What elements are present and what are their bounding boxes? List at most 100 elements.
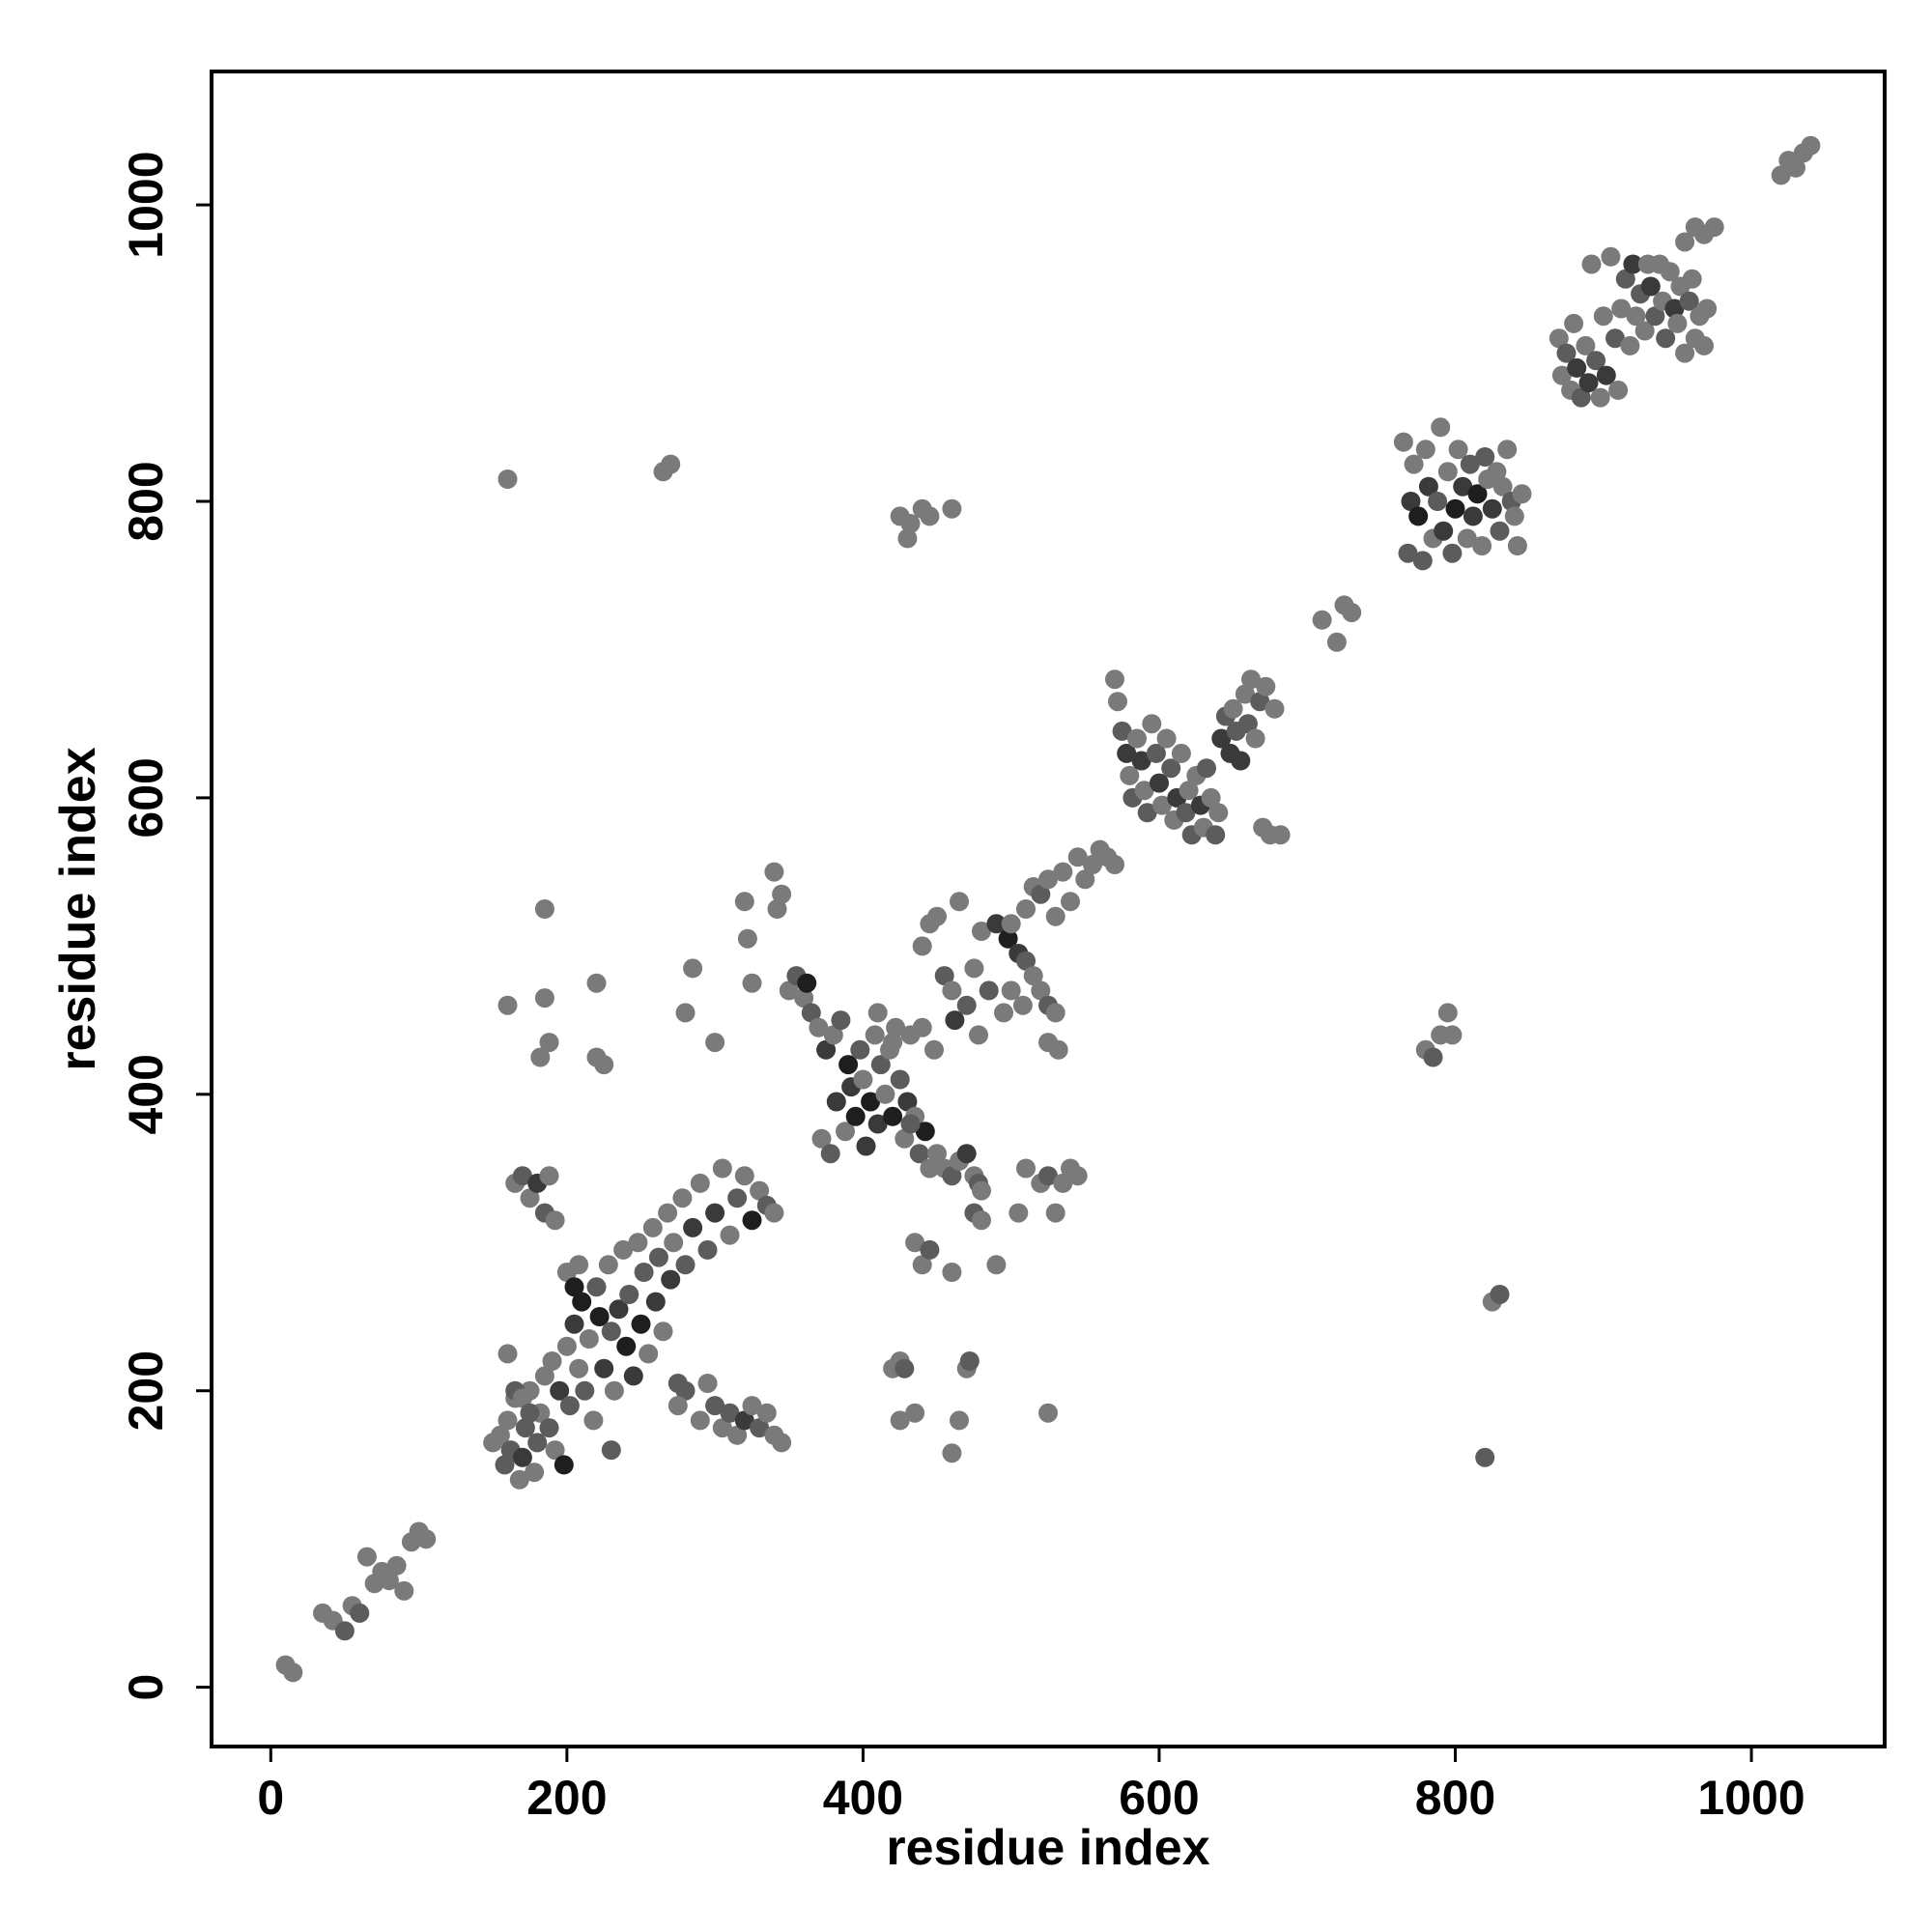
data-point bbox=[512, 1447, 532, 1467]
data-point bbox=[350, 1603, 370, 1623]
data-point bbox=[1571, 387, 1591, 408]
data-point bbox=[920, 506, 940, 526]
y-tick-label: 600 bbox=[119, 757, 173, 838]
data-point bbox=[1131, 751, 1151, 771]
data-point bbox=[915, 1122, 935, 1142]
y-tick-label: 400 bbox=[119, 1054, 173, 1134]
data-point bbox=[979, 980, 999, 1001]
data-point bbox=[998, 928, 1018, 949]
data-point bbox=[604, 1380, 624, 1401]
data-point bbox=[865, 1025, 885, 1045]
data-point bbox=[634, 1263, 654, 1282]
data-point bbox=[545, 1440, 565, 1461]
data-point bbox=[1134, 781, 1154, 801]
data-point bbox=[912, 1255, 932, 1275]
data-point bbox=[950, 892, 969, 912]
data-point bbox=[712, 1418, 732, 1438]
data-point bbox=[861, 1092, 881, 1112]
data-point bbox=[579, 1329, 599, 1349]
data-point bbox=[883, 1033, 903, 1053]
data-point bbox=[900, 1114, 921, 1134]
data-point bbox=[534, 1366, 554, 1386]
data-point bbox=[705, 1203, 725, 1223]
data-point bbox=[1256, 676, 1276, 696]
data-point bbox=[1197, 758, 1216, 779]
data-point bbox=[1075, 869, 1095, 890]
data-point bbox=[867, 1003, 888, 1023]
data-point bbox=[675, 1003, 696, 1023]
data-point bbox=[559, 1396, 580, 1416]
data-point bbox=[737, 928, 757, 949]
data-point bbox=[1448, 440, 1468, 460]
data-point bbox=[956, 995, 977, 1015]
data-point bbox=[1237, 714, 1258, 734]
data-point bbox=[779, 980, 799, 1001]
data-point bbox=[1326, 632, 1347, 652]
data-point bbox=[1608, 380, 1629, 400]
data-point bbox=[750, 1418, 770, 1438]
data-point bbox=[1045, 906, 1065, 926]
data-point bbox=[942, 498, 962, 519]
data-point bbox=[1460, 454, 1480, 474]
data-point bbox=[1660, 262, 1680, 282]
data-point bbox=[1223, 698, 1243, 719]
data-point bbox=[972, 1180, 991, 1201]
data-point bbox=[1590, 387, 1610, 408]
data-point bbox=[734, 1410, 754, 1431]
data-point bbox=[1457, 528, 1477, 549]
data-point bbox=[1623, 254, 1643, 274]
data-point bbox=[1704, 217, 1724, 238]
data-point bbox=[1679, 291, 1699, 311]
data-point bbox=[727, 1188, 748, 1208]
data-point bbox=[334, 1621, 355, 1641]
data-point bbox=[986, 1255, 1007, 1275]
data-point bbox=[1675, 232, 1695, 252]
data-point bbox=[1201, 787, 1221, 808]
data-point bbox=[645, 1292, 666, 1312]
data-point bbox=[1342, 603, 1362, 623]
data-point bbox=[950, 1410, 969, 1431]
data-point bbox=[609, 1299, 629, 1320]
y-tick-label: 800 bbox=[119, 461, 173, 541]
data-point bbox=[1415, 440, 1435, 460]
data-point bbox=[956, 1144, 977, 1164]
data-point bbox=[964, 958, 984, 979]
data-point bbox=[490, 1425, 510, 1445]
data-point bbox=[1578, 373, 1599, 393]
data-point bbox=[497, 1344, 518, 1364]
data-point bbox=[1548, 328, 1569, 349]
data-point bbox=[601, 1440, 621, 1461]
data-point bbox=[664, 1233, 684, 1253]
data-point bbox=[727, 1425, 748, 1445]
data-point bbox=[927, 1144, 947, 1164]
data-point bbox=[820, 1144, 840, 1164]
data-point bbox=[554, 1455, 574, 1475]
data-point bbox=[1016, 1158, 1036, 1179]
data-point bbox=[945, 1010, 965, 1031]
data-point bbox=[1431, 417, 1451, 438]
data-point bbox=[870, 1055, 891, 1075]
data-point bbox=[772, 1433, 792, 1453]
data-point bbox=[816, 1039, 837, 1060]
data-point bbox=[1593, 306, 1613, 327]
data-point bbox=[1208, 803, 1229, 823]
data-point bbox=[994, 1003, 1013, 1023]
data-point bbox=[1152, 795, 1172, 815]
data-point bbox=[1576, 335, 1596, 355]
data-point bbox=[556, 1336, 577, 1356]
data-point bbox=[616, 1336, 637, 1356]
data-point bbox=[1620, 335, 1640, 355]
data-point bbox=[720, 1225, 740, 1245]
data-point bbox=[1156, 728, 1177, 749]
data-point bbox=[920, 1158, 940, 1179]
data-point bbox=[594, 1358, 614, 1378]
data-point bbox=[1667, 313, 1688, 333]
data-point bbox=[550, 1380, 570, 1401]
data-point bbox=[811, 1128, 832, 1149]
data-point bbox=[690, 1410, 710, 1431]
data-point bbox=[912, 936, 932, 956]
data-point bbox=[909, 1144, 929, 1164]
data-point bbox=[1117, 743, 1137, 763]
data-point bbox=[1142, 714, 1162, 734]
data-point bbox=[890, 1069, 910, 1090]
